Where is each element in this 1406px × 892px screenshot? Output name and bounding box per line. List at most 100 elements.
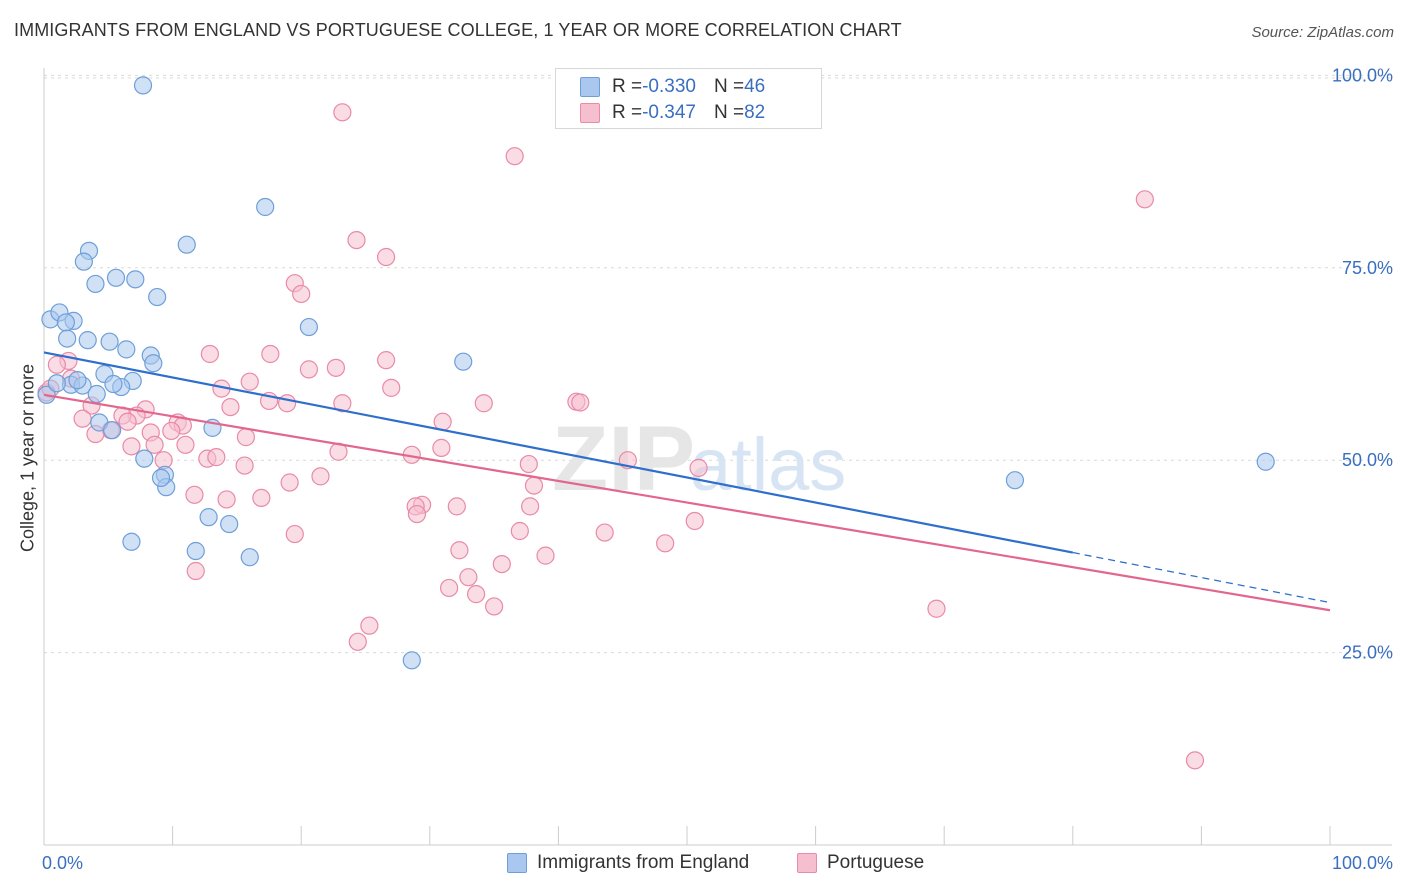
portuguese-point xyxy=(221,397,240,417)
portuguese-point xyxy=(186,561,205,581)
watermark-atlas: atlas xyxy=(690,423,846,506)
england-point xyxy=(126,270,145,289)
portuguese-point xyxy=(217,490,236,509)
portuguese-point xyxy=(447,497,466,516)
england-point xyxy=(117,340,136,359)
england-trend-line xyxy=(43,351,1074,554)
legend-n-value: 82 xyxy=(744,102,766,123)
england-point xyxy=(78,331,97,350)
portuguese-point xyxy=(1185,751,1205,770)
y-tick-label: 100.0% xyxy=(1332,65,1393,85)
portuguese-point xyxy=(333,103,352,122)
portuguese-point xyxy=(285,524,304,544)
portuguese-point xyxy=(236,428,256,447)
england-point xyxy=(402,651,421,670)
england-point xyxy=(106,268,126,287)
england-point xyxy=(1256,452,1275,471)
portuguese-point xyxy=(521,497,540,516)
england-point xyxy=(199,508,218,527)
portuguese-point xyxy=(326,358,346,377)
legend-r-label: R = xyxy=(612,76,643,97)
portuguese-point xyxy=(47,355,66,374)
portuguese-point xyxy=(118,412,137,431)
portuguese-point xyxy=(492,554,511,574)
portuguese-point xyxy=(450,541,469,560)
tick-labels: 25.0% 50.0% 75.0% 100.0% 0.0% 100.0% xyxy=(42,65,1393,873)
england-point xyxy=(87,384,106,404)
portuguese-point xyxy=(685,511,704,531)
legend-r-value: -0.330 xyxy=(642,76,696,97)
x-tick-label-max: 100.0% xyxy=(1332,853,1393,873)
england-point xyxy=(148,287,167,307)
portuguese-point xyxy=(348,632,367,651)
england-point xyxy=(56,313,75,332)
england-point xyxy=(186,541,205,561)
stats-legend: R = -0.330 N = 46 R = -0.347 N = 82 xyxy=(555,68,822,129)
portuguese-point xyxy=(347,230,366,250)
england-point xyxy=(133,76,153,95)
legend-item-portuguese[interactable]: Portuguese xyxy=(797,852,924,874)
legend-n-label: N = xyxy=(713,76,745,97)
portuguese-point xyxy=(689,458,708,477)
portuguese-point xyxy=(280,473,299,492)
england-point xyxy=(122,532,141,551)
england-points xyxy=(37,76,1275,670)
portuguese-point xyxy=(595,523,614,542)
portuguese-point xyxy=(299,360,319,379)
trend-lines xyxy=(43,351,1331,612)
y-tick-label: 50.0% xyxy=(1342,450,1393,470)
portuguese-point xyxy=(261,344,280,364)
portuguese-point xyxy=(176,435,195,454)
portuguese-point xyxy=(376,351,396,370)
portuguese-point xyxy=(277,394,297,413)
portuguese-point xyxy=(252,488,271,508)
grid-layer xyxy=(44,74,1392,654)
y-axis-label: College, 1 year or more xyxy=(17,363,38,553)
portuguese-point xyxy=(162,421,181,441)
portuguese-point xyxy=(510,521,529,541)
portuguese-point xyxy=(376,247,396,267)
portuguese-point xyxy=(485,597,504,616)
legend-r-value: -0.347 xyxy=(642,102,696,123)
series-legend: Immigrants from England Portuguese xyxy=(0,852,1406,878)
england-point xyxy=(47,374,66,393)
portuguese-point xyxy=(207,448,226,467)
axis-layer xyxy=(43,68,1392,846)
england-point xyxy=(103,421,122,440)
legend-label-portuguese: Portuguese xyxy=(827,852,925,873)
portuguese-point xyxy=(927,599,946,618)
portuguese-point xyxy=(433,412,452,431)
england-point xyxy=(151,468,171,487)
england-point xyxy=(135,449,154,468)
legend-label-england: Immigrants from England xyxy=(537,852,750,873)
england-point xyxy=(220,514,239,534)
england-point xyxy=(177,235,196,254)
portuguese-point xyxy=(407,504,427,524)
legend-n-value: 46 xyxy=(744,76,766,97)
portuguese-point xyxy=(200,344,219,364)
england-point xyxy=(104,374,123,394)
portuguese-point xyxy=(432,438,451,457)
x-tick-label-min: 0.0% xyxy=(42,853,83,873)
y-tick-label: 75.0% xyxy=(1342,258,1393,278)
england-point xyxy=(299,317,319,337)
england-point xyxy=(240,548,259,567)
legend-item-england[interactable]: Immigrants from England xyxy=(507,852,749,874)
portuguese-point xyxy=(185,485,204,504)
england-point xyxy=(58,329,77,348)
legend-swatch-portuguese xyxy=(797,853,817,873)
portuguese-point xyxy=(311,467,330,486)
portuguese-points xyxy=(37,103,1205,770)
england-trend-extension xyxy=(1072,551,1331,604)
portuguese-point xyxy=(235,456,254,475)
legend-n-label: N = xyxy=(713,102,745,123)
england-point xyxy=(1005,471,1025,490)
portuguese-point xyxy=(240,372,259,391)
legend-row-portuguese: R = -0.347 N = 82 xyxy=(580,101,765,125)
portuguese-trend-line xyxy=(43,393,1331,612)
portuguese-point xyxy=(1135,190,1154,209)
legend-swatch-england xyxy=(580,77,600,97)
legend-swatch-england xyxy=(507,853,527,873)
chart-title: IMMIGRANTS FROM ENGLAND VS PORTUGUESE CO… xyxy=(14,20,902,40)
